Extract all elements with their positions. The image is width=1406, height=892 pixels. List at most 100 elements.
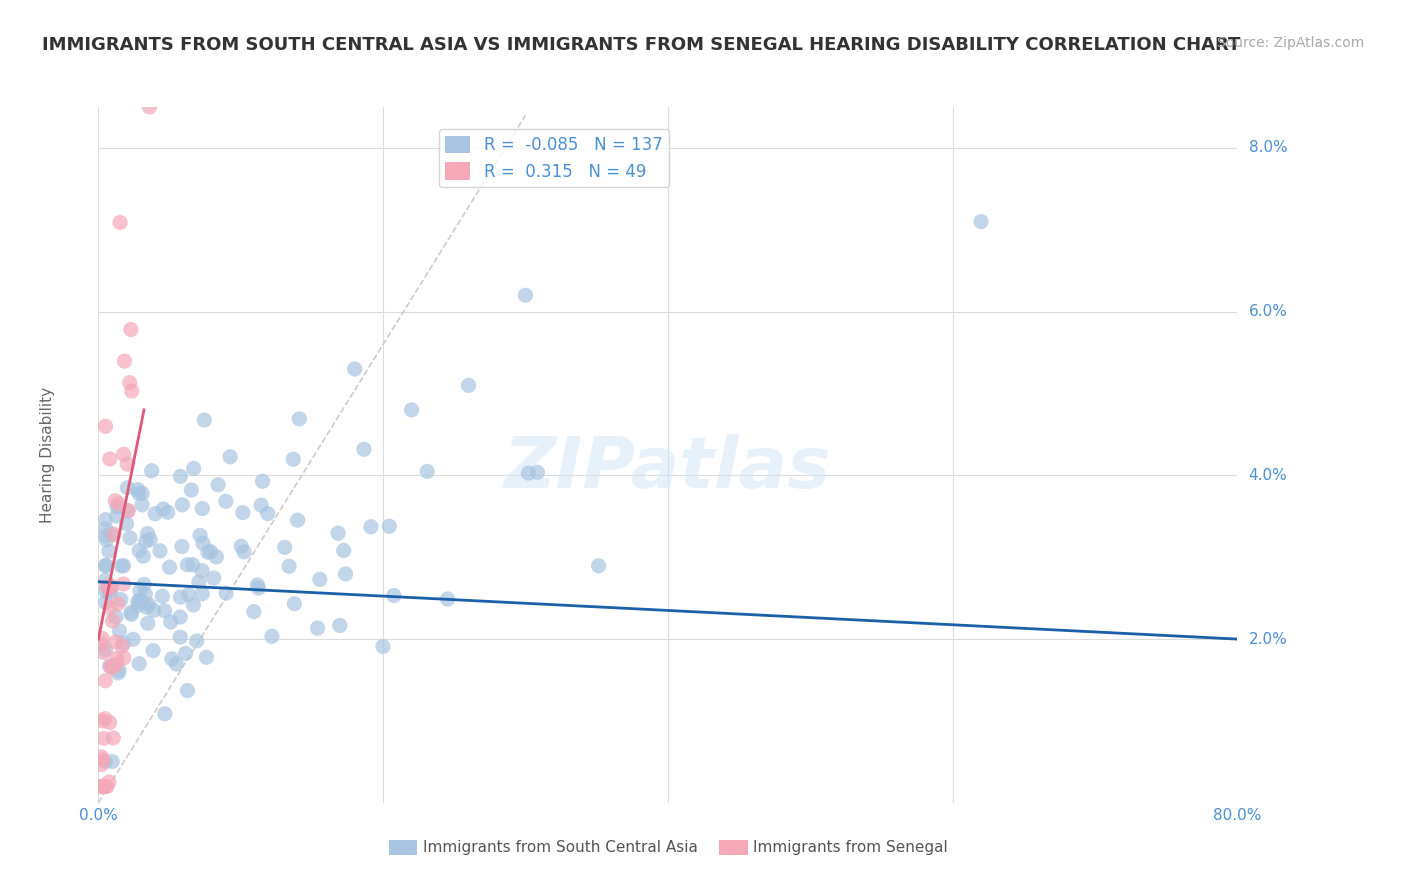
Point [90,757,112,772]
Point [94,595,117,609]
Point [197,545,219,559]
Point [169,610,191,624]
Point [307,621,329,635]
Point [101,661,124,675]
Point [134,577,156,591]
Text: Source: ZipAtlas.com: Source: ZipAtlas.com [1216,36,1364,50]
Point [200,544,222,558]
Point [187,575,209,590]
Point [517,466,540,480]
Point [243,605,266,619]
Point [90,780,112,794]
Point [153,604,176,618]
Point [94,522,117,536]
Point [94,419,117,434]
Point [160,652,183,666]
Text: Immigrants from South Central Asia: Immigrants from South Central Asia [423,840,697,855]
Point [135,600,157,615]
Point [115,516,138,531]
Point [94,780,117,794]
Point [233,545,256,559]
Point [136,526,159,541]
Point [252,474,274,488]
Legend: R =  -0.085   N = 137, R =  0.315   N = 49: R = -0.085 N = 137, R = 0.315 N = 49 [439,129,669,187]
Point [94,558,117,573]
Point [142,643,165,657]
Point [141,464,163,478]
Point [215,586,238,600]
Point [93,780,115,794]
Point [329,618,352,632]
Point [177,588,200,602]
Text: IMMIGRANTS FROM SOUTH CENTRAL ASIA VS IMMIGRANTS FROM SENEGAL HEARING DISABILITY: IMMIGRANTS FROM SOUTH CENTRAL ASIA VS IM… [42,36,1240,54]
Point [112,558,135,573]
Point [107,597,129,611]
Point [343,362,366,376]
Point [246,578,269,592]
Point [136,616,159,631]
Point [128,486,150,500]
Point [110,558,132,573]
Point [118,531,141,545]
Point [93,645,115,659]
Point [191,501,214,516]
Point [94,558,117,573]
Point [195,650,218,665]
Point [139,533,162,547]
Point [91,714,114,728]
Point [104,609,127,624]
Point [94,529,117,543]
Point [120,322,142,336]
Point [153,706,176,721]
Point [231,539,253,553]
Point [90,780,112,794]
Point [108,215,131,229]
Point [308,573,330,587]
Point [287,513,309,527]
Point [180,483,202,497]
Point [114,354,136,368]
Point [353,442,375,457]
Point [188,528,211,542]
Point [91,753,114,767]
Point [191,587,214,601]
Point [970,214,993,228]
Point [371,640,394,654]
Point [96,533,118,547]
Point [90,749,112,764]
Point [169,630,191,644]
Point [104,493,127,508]
Point [156,505,179,519]
Point [360,520,382,534]
Point [165,657,187,671]
Point [117,504,139,518]
Point [112,447,135,461]
Point [100,526,122,541]
Point [183,598,205,612]
Point [112,636,135,650]
Point [120,607,142,622]
Point [436,591,458,606]
Point [232,506,254,520]
Point [108,663,131,677]
Point [127,599,149,613]
Point [98,452,121,467]
Point [183,461,205,475]
Point [193,413,215,427]
Point [159,560,181,574]
Point [181,558,204,572]
Text: 2.0%: 2.0% [1249,632,1288,647]
Point [283,452,305,467]
Point [98,585,121,599]
Text: 8.0%: 8.0% [1249,140,1288,155]
Text: 6.0%: 6.0% [1249,304,1288,319]
Point [152,502,174,516]
Point [101,755,124,769]
Point [94,673,117,688]
Point [191,536,214,550]
Point [96,580,118,594]
Point [120,605,142,619]
Point [138,598,160,612]
Point [94,513,117,527]
Point [143,507,166,521]
